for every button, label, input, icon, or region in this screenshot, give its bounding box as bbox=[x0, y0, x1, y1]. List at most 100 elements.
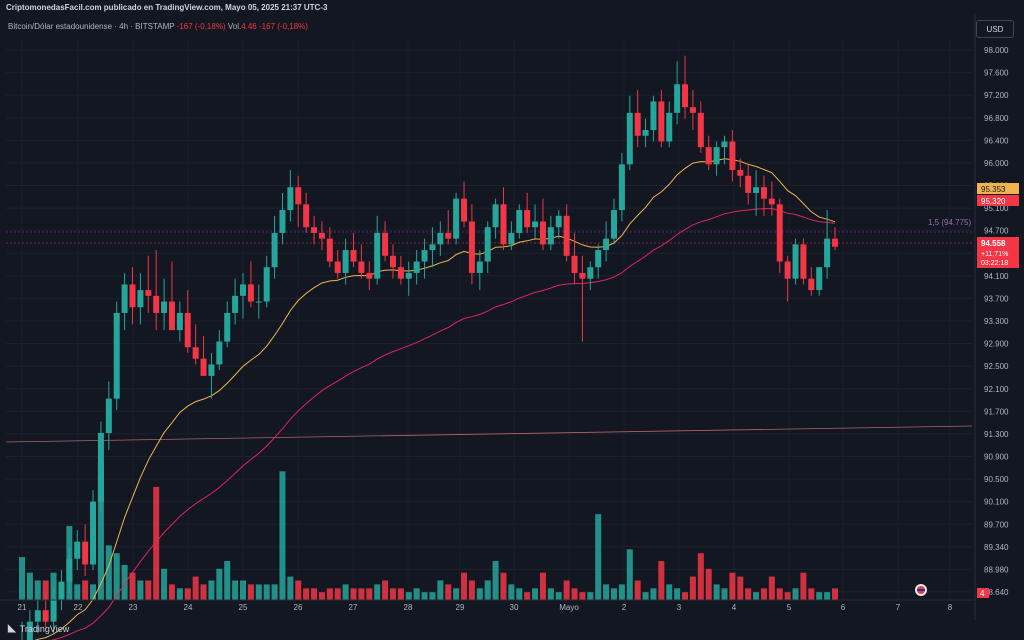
candle-body bbox=[34, 610, 41, 622]
candle-body bbox=[595, 250, 602, 268]
last-price-badge bbox=[977, 237, 1019, 268]
candle-body bbox=[82, 541, 89, 565]
candle-body bbox=[366, 272, 373, 279]
candle-body bbox=[658, 101, 665, 142]
candle-body bbox=[571, 255, 578, 273]
volume-bar bbox=[547, 588, 554, 600]
candle-body bbox=[200, 358, 207, 376]
volume-bar bbox=[113, 553, 120, 600]
candle-body bbox=[500, 204, 507, 245]
candle-body bbox=[697, 112, 704, 148]
time-tick-label: 2 bbox=[622, 603, 627, 612]
candle-body bbox=[682, 84, 689, 108]
ema-fast-line bbox=[34, 158, 836, 640]
candle-body bbox=[176, 312, 183, 331]
volume-bar bbox=[587, 592, 594, 600]
volume-bar bbox=[753, 592, 760, 600]
volume-bar bbox=[468, 580, 475, 600]
volume-bar bbox=[161, 568, 168, 600]
volume-bar bbox=[240, 580, 247, 600]
currency-button[interactable]: USD bbox=[976, 20, 1014, 38]
candle-body bbox=[224, 312, 231, 342]
candle-body bbox=[153, 295, 160, 313]
ema-slow-price-badge bbox=[977, 195, 1019, 206]
volume-bar bbox=[271, 584, 278, 600]
time-tick-label: Mayo bbox=[559, 603, 579, 612]
candle-body bbox=[113, 312, 120, 399]
volume-bar bbox=[508, 584, 515, 600]
volume-bar bbox=[697, 553, 704, 600]
symbol-info[interactable]: Bitcoin/Dólar estadounidense · 4h · BITS… bbox=[8, 22, 175, 31]
candle-body bbox=[516, 210, 523, 233]
volume-bar bbox=[232, 580, 239, 600]
volume-badge-text: 4 bbox=[980, 589, 985, 598]
candle-body bbox=[674, 84, 681, 113]
volume-bar bbox=[721, 588, 728, 600]
candle-body bbox=[405, 272, 412, 279]
candle-body bbox=[311, 227, 318, 233]
candle-body bbox=[184, 312, 191, 348]
countdown-text: 03:22:18 bbox=[981, 260, 1008, 267]
candle-body bbox=[634, 112, 641, 136]
volume-bar bbox=[42, 580, 49, 600]
candle-body bbox=[587, 267, 594, 279]
trend-line bbox=[5, 425, 973, 443]
candle-body bbox=[729, 141, 736, 171]
volume-bar bbox=[358, 588, 365, 600]
candle-body bbox=[263, 267, 270, 302]
tradingview-mark-icon: ◣ bbox=[8, 623, 16, 634]
candle-body bbox=[816, 267, 823, 291]
tradingview-logo[interactable]: ◣ TradingView bbox=[8, 623, 69, 634]
candle-body bbox=[303, 204, 310, 228]
candle-body bbox=[461, 198, 468, 222]
volume-bar bbox=[745, 588, 752, 600]
candle-body bbox=[579, 272, 586, 279]
time-tick-label: 28 bbox=[404, 603, 413, 612]
candle-body bbox=[318, 232, 325, 239]
candle-body bbox=[705, 147, 712, 165]
price-tick-label: 92.500 bbox=[984, 362, 1009, 371]
time-tick-label: 23 bbox=[129, 603, 138, 612]
volume-bar bbox=[634, 580, 641, 600]
price-tick-label: 90.900 bbox=[984, 453, 1009, 462]
price-tick-label: 90.100 bbox=[984, 498, 1009, 507]
price-tick-label: 89.340 bbox=[984, 543, 1009, 552]
volume-bar bbox=[824, 592, 831, 600]
volume-bar bbox=[97, 463, 104, 600]
volume-bar bbox=[437, 580, 444, 600]
candle-body bbox=[468, 221, 475, 273]
volume-bar bbox=[713, 584, 720, 600]
candle-body bbox=[287, 187, 294, 211]
candle-body bbox=[784, 261, 791, 279]
volume-bar bbox=[816, 592, 823, 600]
candle-body bbox=[555, 215, 562, 228]
volume-bar bbox=[421, 592, 428, 600]
candle-body bbox=[626, 112, 633, 165]
volume-bar bbox=[445, 584, 452, 600]
ema-fast-price-badge bbox=[977, 183, 1019, 194]
volume-bar bbox=[311, 588, 318, 600]
volume-bar bbox=[279, 471, 286, 600]
ema-fast-price-text: 95.353 bbox=[981, 185, 1006, 194]
candle-body bbox=[610, 210, 617, 239]
volume-bar bbox=[342, 584, 349, 600]
candle-body bbox=[382, 232, 389, 256]
candle-body bbox=[413, 261, 420, 273]
volume-bar bbox=[792, 588, 799, 600]
volume-bar bbox=[579, 592, 586, 600]
volume-bar bbox=[784, 592, 791, 600]
candle-body bbox=[58, 581, 65, 599]
candle-body bbox=[808, 278, 815, 291]
candle-body bbox=[603, 238, 610, 251]
candle-body bbox=[247, 284, 254, 302]
volume-bar bbox=[610, 588, 617, 600]
volume-bar bbox=[168, 584, 175, 600]
volume-bar bbox=[34, 580, 41, 600]
volume-bar bbox=[461, 572, 468, 600]
candle-body bbox=[255, 301, 262, 303]
price-tick-label: 96.000 bbox=[984, 159, 1009, 168]
candle-body bbox=[421, 250, 428, 262]
candle-body bbox=[295, 187, 302, 205]
volume-bar bbox=[571, 588, 578, 600]
